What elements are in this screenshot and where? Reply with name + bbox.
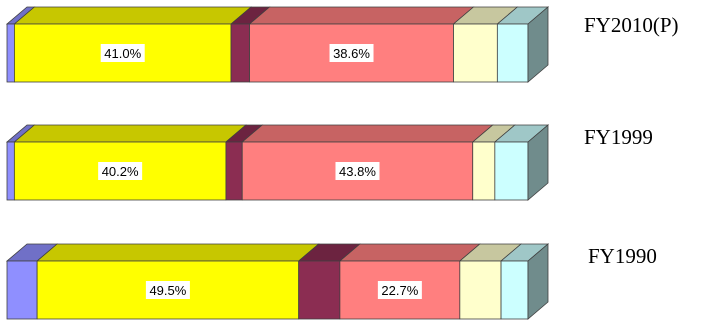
data-label-box-fy1999-4 [335,162,380,180]
bar-top-fy1990-segment-2 [36,243,320,262]
bar-top-fy2010p-segment-4 [248,6,475,25]
data-label-fy2010p-4: 38.6% [333,46,370,61]
bar-top-fy2010p-segment-2 [13,6,253,25]
data-label-box-fy1990-2 [145,281,190,299]
data-label-fy1999-2: 40.2% [102,164,139,179]
bar-side-fy2010p [527,6,549,83]
data-label-box-fy1999-2 [98,162,143,180]
bar-fy1990-segment-6 [500,260,529,320]
data-label-fy2010p-2: 41.0% [104,46,141,61]
bar-top-fy1999-segment-4 [241,124,494,143]
bar-fy1990-segment-5 [459,260,502,320]
data-label-fy1990-2: 49.5% [149,283,186,298]
bar-fy1990-segment-1 [6,260,38,320]
data-label-box-fy1990-4 [377,281,422,299]
category-label-fy2010p: FY2010(P) [584,13,679,37]
bar-side-fy1999 [527,124,549,201]
category-label-fy1990: FY1990 [588,244,657,268]
data-label-fy1999-4: 43.8% [339,164,376,179]
bar-fy2010p-segment-1 [6,23,15,83]
bar-fy1999-segment-6 [494,141,529,201]
bar-fy2010p-segment-6 [496,23,529,83]
category-label-fy1999: FY1999 [584,125,653,149]
bar-fy1999-segment-1 [6,141,15,201]
data-label-box-fy2010p-4 [329,44,374,62]
bar-fy1999-segment-5 [472,141,496,201]
bar-top-fy1999-segment-2 [13,124,248,143]
bar-fy2010p-segment-5 [453,23,498,83]
data-label-fy1990-4: 22.7% [381,283,418,298]
bar-fy2010p-segment-3 [230,23,250,83]
bar-fy1999-segment-3 [225,141,243,201]
bar-fy1990-segment-3 [298,260,341,320]
data-label-box-fy2010p-2 [100,44,145,62]
bar-top-fy1990-segment-4 [338,243,481,262]
bar-side-fy1990 [527,243,549,320]
